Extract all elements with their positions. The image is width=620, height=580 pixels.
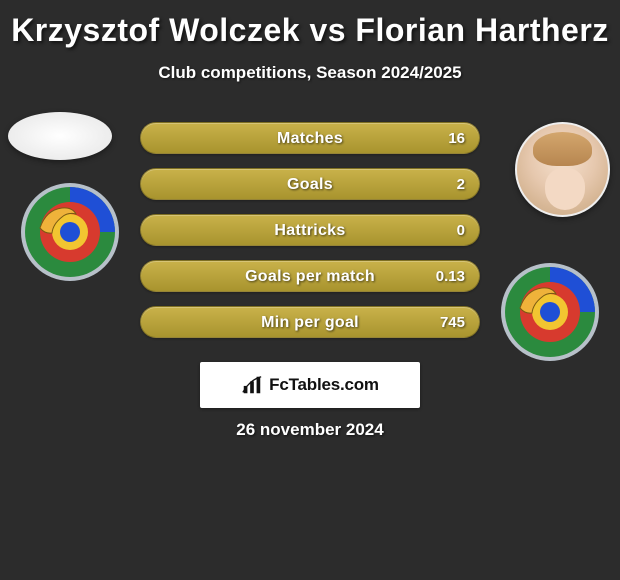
stat-label: Goals per match [141,261,479,291]
stat-label: Matches [141,123,479,153]
bar-chart-icon [241,374,263,396]
stat-row: Goals per match 0.13 [140,260,480,292]
stat-row: Matches 16 [140,122,480,154]
club-crest-left [20,182,120,282]
stat-label: Min per goal [141,307,479,337]
stat-label: Hattricks [141,215,479,245]
stat-row: Min per goal 745 [140,306,480,338]
source-logo-text: FcTables.com [269,375,379,395]
date-label: 26 november 2024 [0,420,620,440]
page-subtitle: Club competitions, Season 2024/2025 [0,63,620,83]
page-title: Krzysztof Wolczek vs Florian Hartherz [0,0,620,49]
stat-value-right: 2 [457,169,465,199]
stat-row: Hattricks 0 [140,214,480,246]
stat-value-right: 0.13 [436,261,465,291]
player-right-avatar [515,122,610,217]
stats-bars: Matches 16 Goals 2 Hattricks 0 Goals per… [140,122,480,352]
club-crest-right [500,262,600,362]
source-logo: FcTables.com [200,362,420,408]
stat-label: Goals [141,169,479,199]
stat-value-right: 16 [448,123,465,153]
stat-row: Goals 2 [140,168,480,200]
stat-value-right: 0 [457,215,465,245]
stat-value-right: 745 [440,307,465,337]
player-left-avatar [8,112,112,160]
